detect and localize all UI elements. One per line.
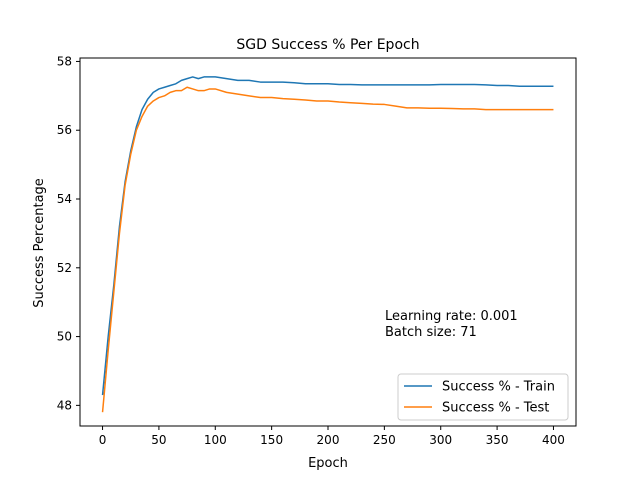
y-tick-label: 54 [57,192,72,206]
legend: Success % - Train Success % - Test [397,373,569,421]
legend-box [397,373,569,421]
plot-area: 0 50 100 150 200 250 300 350 400 48 50 52 54 56 58 [57,54,577,447]
x-tick-label: 250 [373,433,396,447]
x-tick-label: 200 [317,433,340,447]
x-tick-label: 50 [151,433,166,447]
annotation-line-1: Learning rate: 0.001 [385,309,518,324]
y-tick-label: 50 [57,330,72,344]
x-tick-label: 400 [542,433,565,447]
y-tick-label: 56 [57,123,72,137]
annotation-line-2: Batch size: 71 [385,325,477,340]
y-tick-label: 52 [57,261,72,275]
series-line-test [101,86,554,413]
x-tick-label: 150 [260,433,283,447]
y-tick-label: 48 [57,398,72,412]
legend-label: Success % - Train [442,380,555,395]
x-tick-label: 350 [486,433,509,447]
x-axis-label: Epoch [308,456,348,471]
y-axis-label: Success Percentage [32,178,47,308]
y-tick-label: 58 [57,54,72,68]
x-tick-label: 300 [429,433,452,447]
series-line-train [101,76,554,396]
chart-title: SGD Success % Per Epoch [236,37,419,53]
legend-label: Success % - Test [442,401,549,416]
x-tick-label: 0 [99,433,107,447]
x-tick-label: 100 [204,433,227,447]
